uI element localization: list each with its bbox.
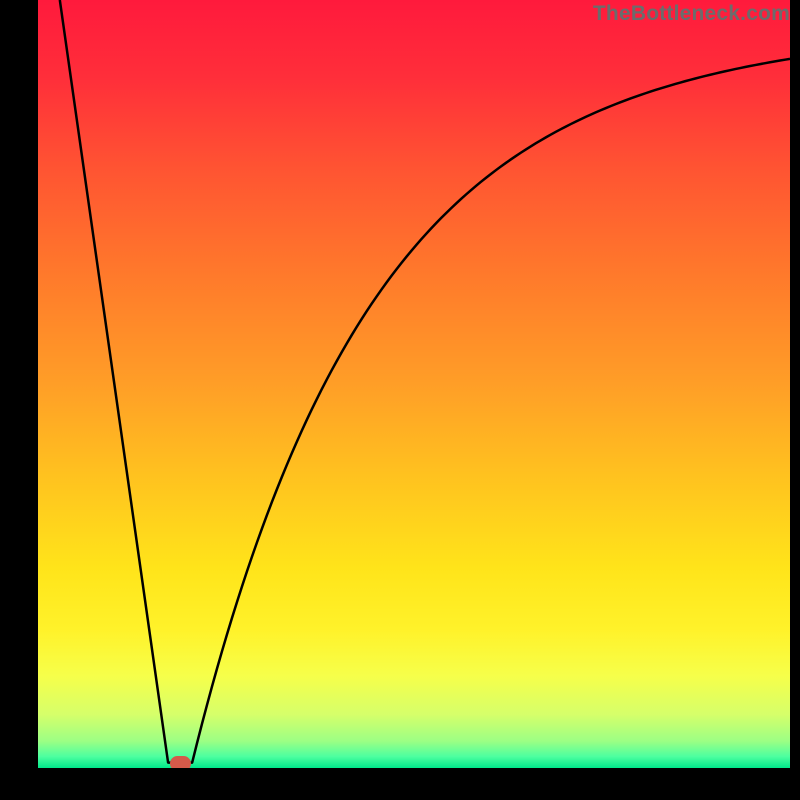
- curve-overlay: [38, 0, 790, 768]
- frame-left: [0, 0, 38, 800]
- watermark-text: TheBottleneck.com: [593, 2, 790, 26]
- frame-bottom: [0, 768, 800, 800]
- frame-right: [790, 0, 800, 800]
- bottleneck-curve: [60, 0, 790, 763]
- chart-container: TheBottleneck.com: [0, 0, 800, 800]
- plot-area: [38, 0, 790, 768]
